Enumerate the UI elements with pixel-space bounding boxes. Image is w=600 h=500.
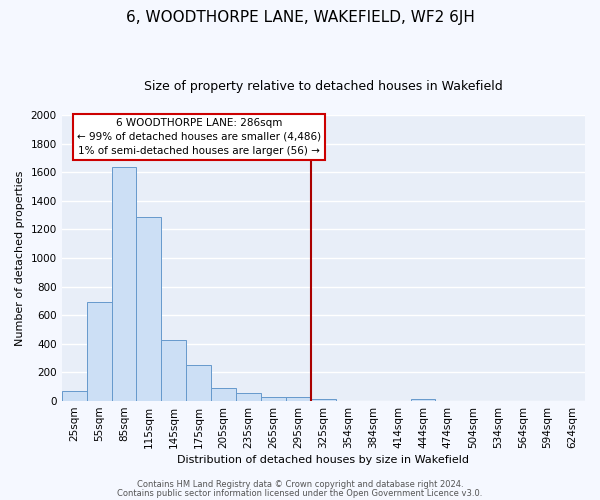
- Bar: [261, 397, 286, 401]
- Bar: [161, 340, 186, 401]
- Bar: [286, 398, 311, 401]
- Bar: [86, 302, 112, 401]
- Bar: [62, 392, 86, 401]
- Bar: [186, 364, 211, 401]
- Bar: [410, 399, 436, 401]
- Bar: [236, 394, 261, 401]
- Y-axis label: Number of detached properties: Number of detached properties: [15, 170, 25, 346]
- Text: 6, WOODTHORPE LANE, WAKEFIELD, WF2 6JH: 6, WOODTHORPE LANE, WAKEFIELD, WF2 6JH: [125, 10, 475, 25]
- Bar: [211, 388, 236, 401]
- Text: 6 WOODTHORPE LANE: 286sqm
← 99% of detached houses are smaller (4,486)
1% of sem: 6 WOODTHORPE LANE: 286sqm ← 99% of detac…: [77, 118, 321, 156]
- Bar: [112, 167, 136, 401]
- Text: Contains public sector information licensed under the Open Government Licence v3: Contains public sector information licen…: [118, 489, 482, 498]
- Text: Contains HM Land Registry data © Crown copyright and database right 2024.: Contains HM Land Registry data © Crown c…: [137, 480, 463, 489]
- Bar: [136, 218, 161, 401]
- X-axis label: Distribution of detached houses by size in Wakefield: Distribution of detached houses by size …: [178, 455, 469, 465]
- Title: Size of property relative to detached houses in Wakefield: Size of property relative to detached ho…: [144, 80, 503, 93]
- Bar: [311, 399, 336, 401]
